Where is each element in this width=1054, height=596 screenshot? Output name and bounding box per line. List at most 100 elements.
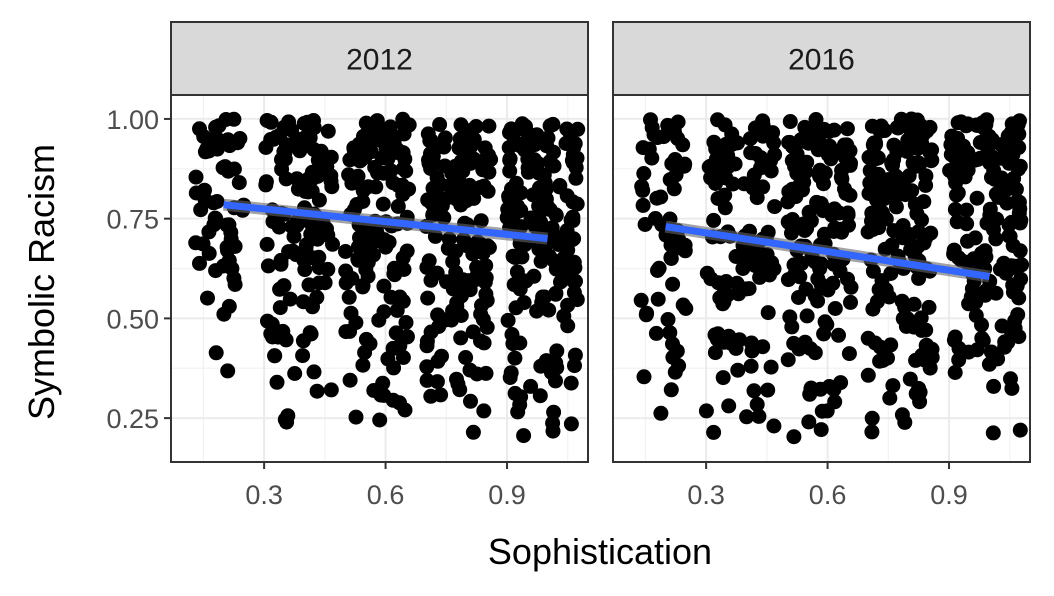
data-point <box>787 157 803 173</box>
data-point <box>743 175 759 191</box>
data-point <box>341 289 357 305</box>
data-point <box>708 151 724 167</box>
data-point <box>419 359 435 375</box>
y-axis: 0.25 0.50 0.75 1.00 <box>106 105 171 434</box>
data-point <box>706 212 722 228</box>
data-point <box>765 125 781 141</box>
data-point <box>780 352 796 368</box>
data-point <box>706 424 722 440</box>
data-point <box>267 348 283 364</box>
data-point <box>878 175 894 191</box>
data-point <box>707 345 723 361</box>
data-point <box>365 130 381 146</box>
data-point <box>508 175 524 191</box>
data-point <box>903 241 919 257</box>
data-point <box>827 301 843 316</box>
data-point <box>544 158 560 174</box>
data-point <box>947 169 963 185</box>
data-point <box>865 301 881 317</box>
data-point <box>951 352 967 368</box>
data-point <box>503 121 519 137</box>
data-point <box>505 248 521 264</box>
y-tick-label: 0.50 <box>106 304 159 334</box>
data-point <box>282 291 298 307</box>
y-tick-label: 0.75 <box>106 205 159 235</box>
data-point <box>799 308 815 324</box>
panels: 2012 0.3 0.6 0.9 2016 0.3 0.6 0.9 <box>170 21 1031 510</box>
data-point <box>950 185 966 201</box>
data-point <box>476 335 492 351</box>
data-point <box>463 393 478 409</box>
data-point <box>716 334 732 350</box>
data-point <box>983 344 999 360</box>
data-point <box>832 263 848 279</box>
data-point <box>538 353 554 369</box>
data-point <box>914 347 930 363</box>
data-point <box>665 276 681 292</box>
data-point <box>813 277 829 293</box>
data-point <box>923 225 939 241</box>
data-point <box>219 217 235 233</box>
data-point <box>552 179 568 195</box>
data-point <box>432 117 448 132</box>
data-point <box>348 315 364 331</box>
data-point <box>730 362 746 378</box>
data-point <box>376 232 392 248</box>
data-point <box>380 151 396 167</box>
data-point <box>509 264 525 280</box>
data-point <box>285 136 301 152</box>
data-point <box>755 339 771 355</box>
data-point <box>355 194 371 209</box>
data-point <box>786 429 802 445</box>
data-point <box>419 372 435 388</box>
data-point <box>730 135 745 151</box>
data-point <box>865 263 881 279</box>
data-point <box>743 358 759 374</box>
data-point <box>338 263 354 279</box>
data-point <box>479 319 495 335</box>
data-point <box>801 204 817 220</box>
x-tick-label: 0.6 <box>367 480 405 510</box>
data-point <box>660 117 676 133</box>
data-point <box>395 161 411 177</box>
data-point <box>727 156 743 172</box>
data-point <box>922 360 938 376</box>
data-point <box>447 158 463 174</box>
data-point <box>898 318 914 334</box>
data-point <box>650 291 666 307</box>
data-point <box>918 322 934 338</box>
data-point <box>433 138 449 154</box>
data-point <box>375 375 391 391</box>
data-point <box>785 139 801 155</box>
data-point <box>866 135 882 151</box>
data-point <box>946 332 962 348</box>
data-point <box>545 116 561 132</box>
data-point <box>382 119 398 135</box>
data-point <box>978 283 994 299</box>
data-point <box>354 152 370 167</box>
data-point <box>653 405 669 421</box>
data-point <box>399 329 415 345</box>
data-point <box>259 236 275 252</box>
data-point <box>897 299 913 315</box>
data-point <box>824 207 840 223</box>
data-point <box>507 350 523 366</box>
data-point <box>423 146 438 162</box>
data-point <box>964 281 980 297</box>
data-point <box>798 281 814 297</box>
data-point <box>567 136 583 152</box>
data-point <box>366 247 381 263</box>
data-point <box>564 152 580 168</box>
data-point <box>474 297 489 313</box>
facet-panel-2012: 2012 0.3 0.6 0.9 <box>170 21 589 510</box>
x-tick-label: 0.9 <box>488 480 526 510</box>
data-point <box>516 428 532 444</box>
data-point <box>320 227 336 243</box>
data-point <box>667 364 683 380</box>
data-point <box>263 114 279 130</box>
data-point <box>383 163 399 179</box>
data-point <box>1004 258 1020 274</box>
data-point <box>350 239 366 255</box>
data-point <box>703 170 719 186</box>
data-point <box>373 387 389 403</box>
